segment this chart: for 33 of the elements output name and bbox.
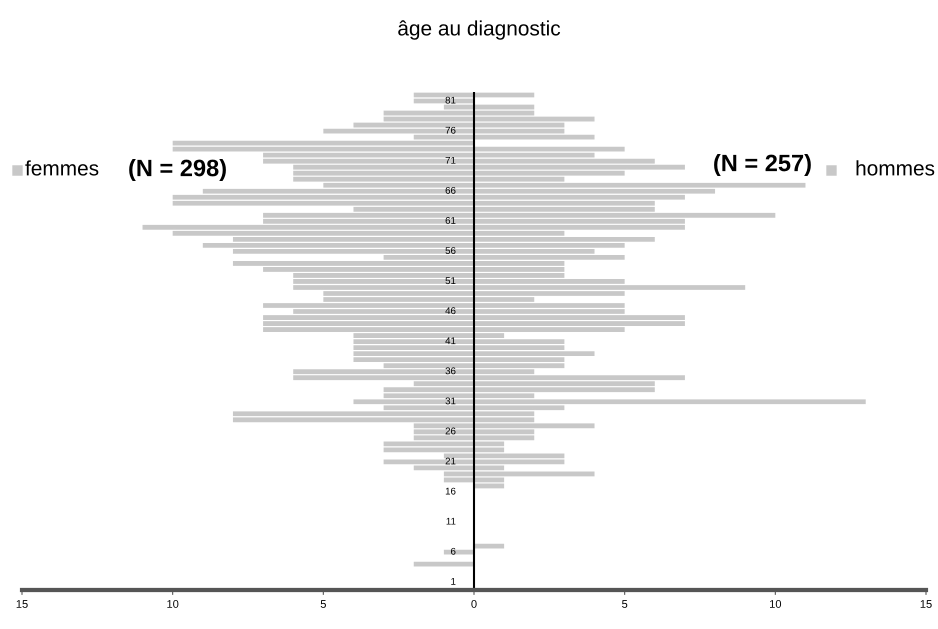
annotation: (N = 257) bbox=[714, 154, 811, 176]
x-tick-label: 5 bbox=[320, 600, 326, 608]
bar bbox=[474, 544, 504, 548]
y-tick-label: 6 bbox=[451, 548, 456, 555]
y-tick-label: 71 bbox=[446, 156, 456, 164]
y-tick-label: 46 bbox=[445, 307, 456, 314]
bar bbox=[414, 562, 474, 567]
x-tick-label: 0 bbox=[471, 600, 477, 608]
bar bbox=[444, 550, 474, 555]
y-tick-label: 36 bbox=[445, 367, 456, 374]
annotation: (N = 298) bbox=[129, 158, 226, 182]
y-tick-label: 56 bbox=[445, 247, 456, 254]
legend-label: femmes bbox=[25, 160, 98, 176]
x-tick-label: 10 bbox=[167, 600, 178, 608]
y-tick-label: 26 bbox=[446, 428, 456, 434]
y-tick-label: 66 bbox=[446, 186, 456, 194]
x-tick-label: 15 bbox=[920, 600, 932, 608]
y-tick-label: 81 bbox=[446, 96, 456, 104]
y-tick-label: 51 bbox=[445, 277, 456, 284]
bar bbox=[474, 92, 534, 98]
x-tick-label: 5 bbox=[622, 600, 628, 608]
y-tick-label: 11 bbox=[446, 518, 456, 525]
chart-title: âge au diagnostic bbox=[398, 20, 560, 40]
x-tick-label: 15 bbox=[16, 600, 28, 608]
y-tick-label: 41 bbox=[445, 337, 456, 344]
y-tick-label: 31 bbox=[445, 397, 456, 404]
y-tick-label: 16 bbox=[446, 488, 456, 495]
y-tick-label: 61 bbox=[446, 217, 456, 224]
x-tick-label: 10 bbox=[770, 600, 782, 608]
y-tick-label: 1 bbox=[451, 578, 456, 585]
y-tick-label: 76 bbox=[446, 126, 456, 134]
y-tick-label: 21 bbox=[446, 458, 456, 464]
legend-label: hommes bbox=[856, 160, 934, 176]
